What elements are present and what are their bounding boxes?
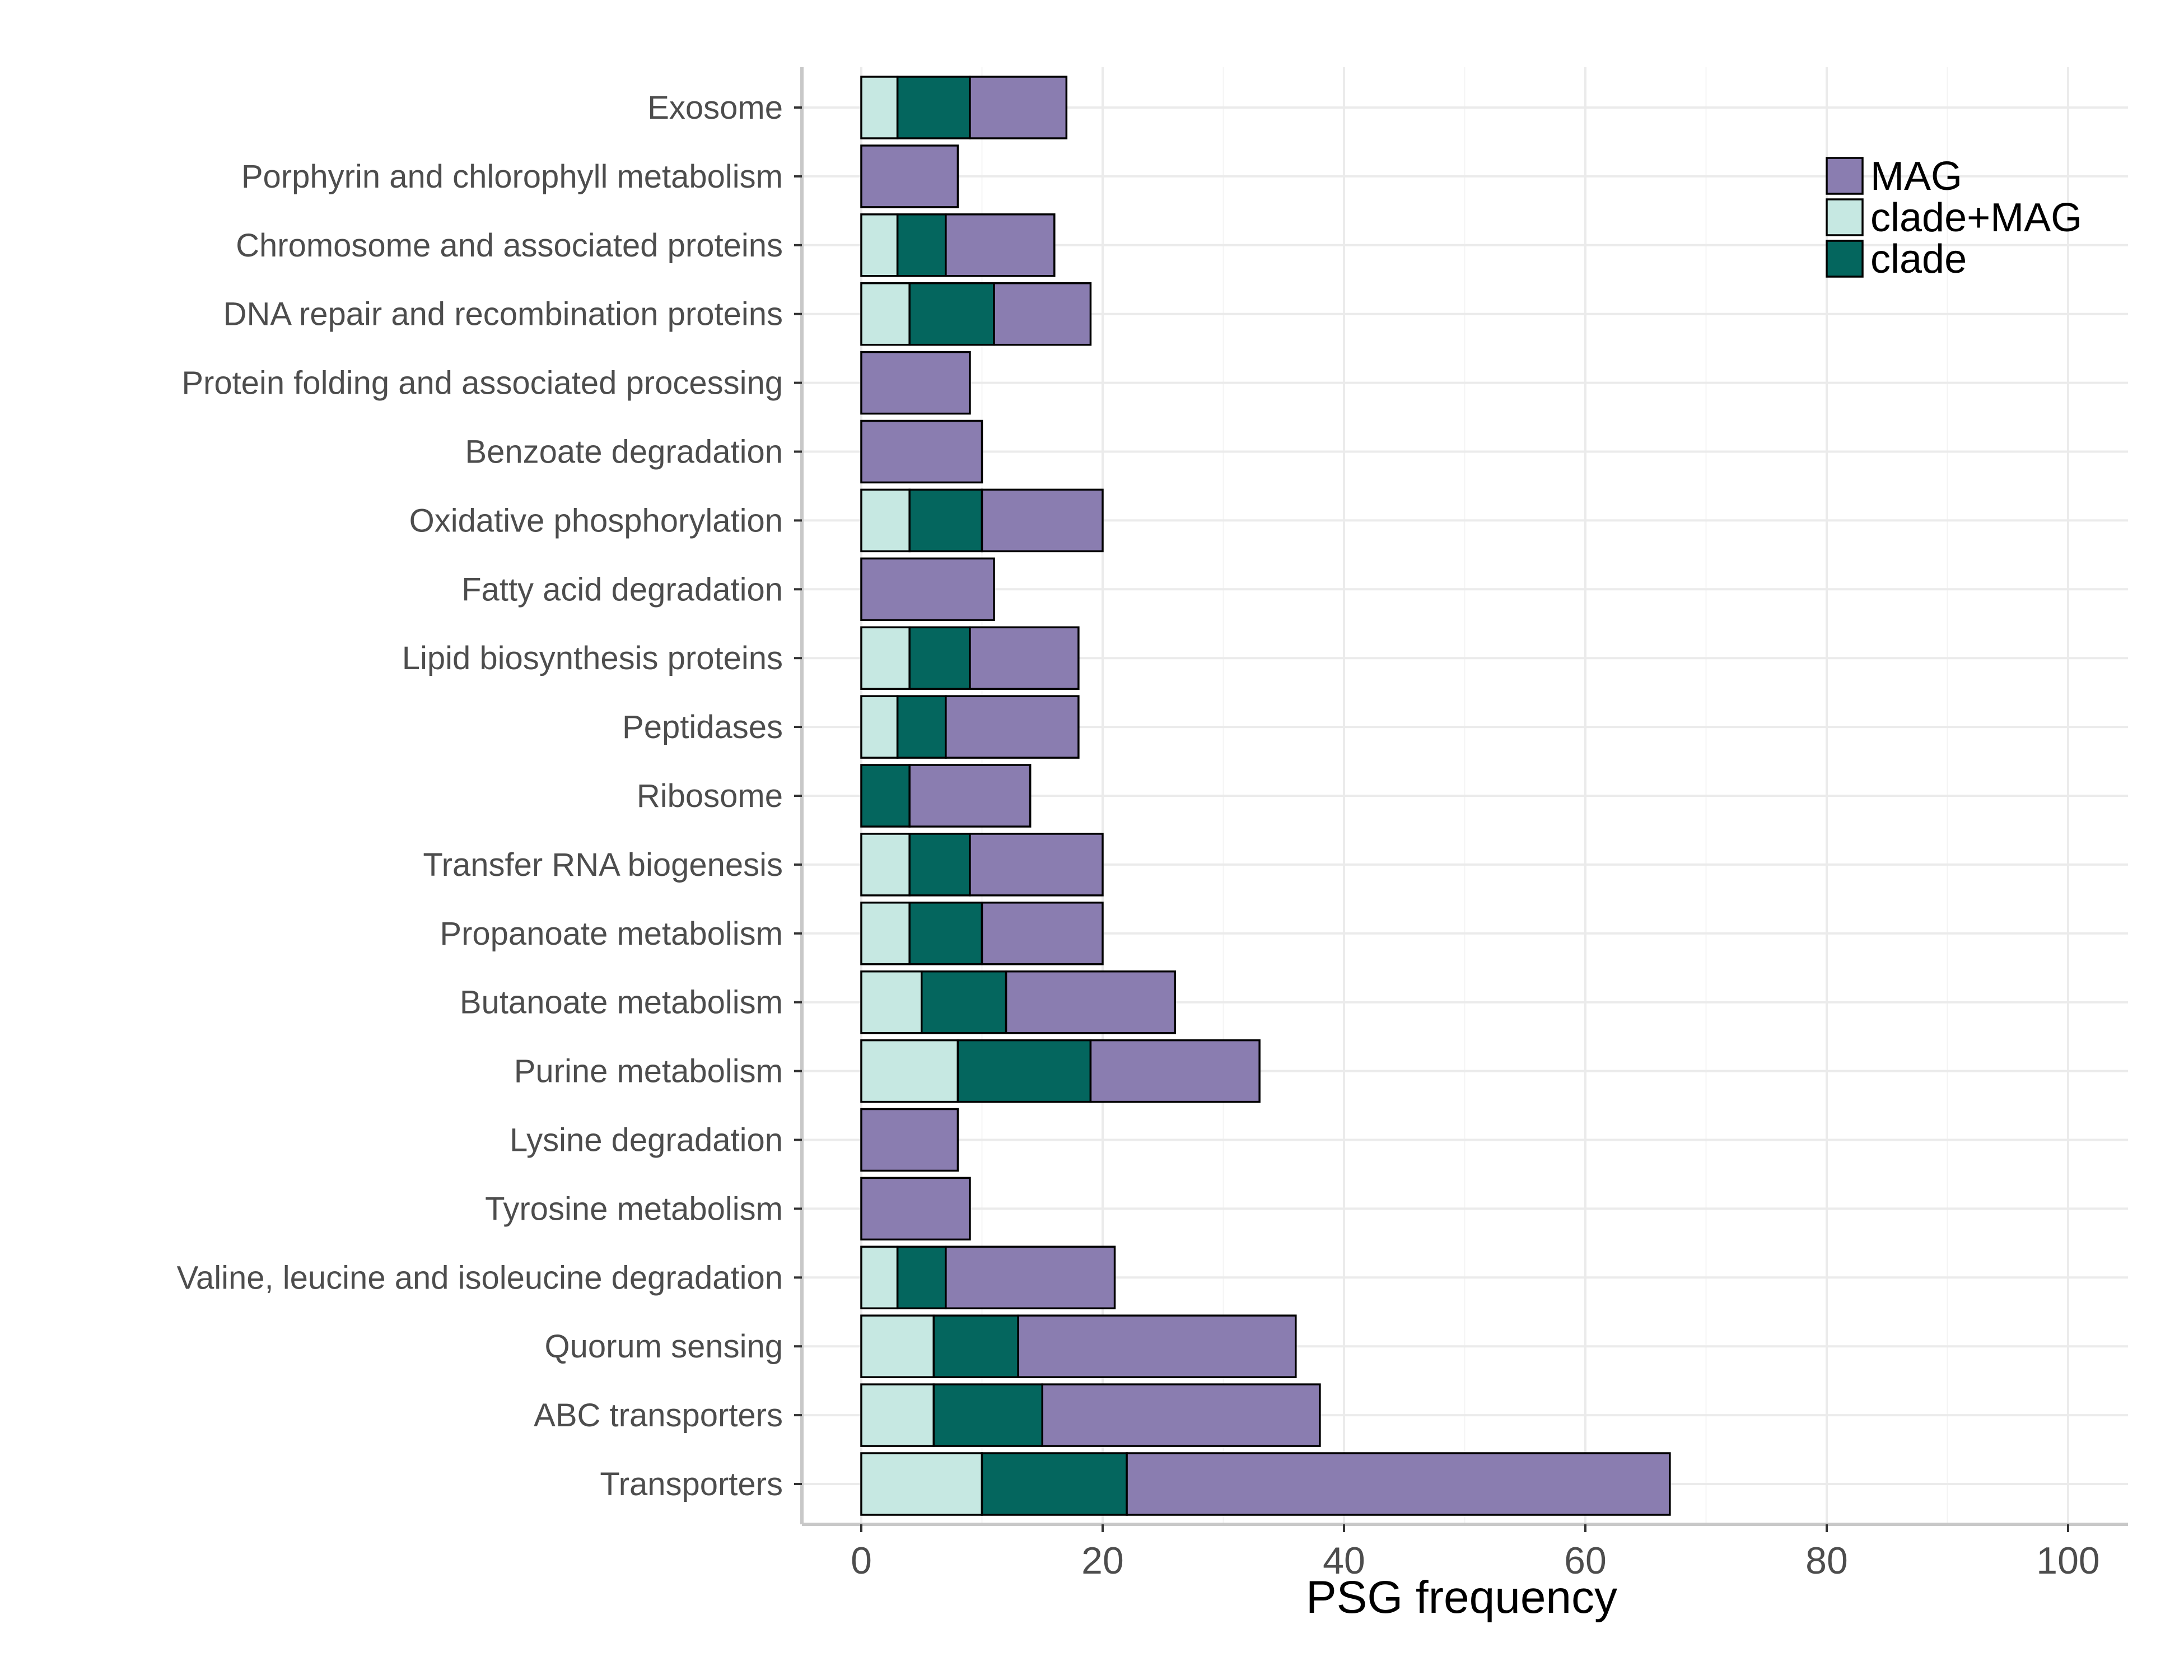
- x-tick-label-40: 40: [1323, 1539, 1365, 1582]
- bar-abc-transporters-clade-mag: [860, 1383, 935, 1447]
- bar-transfer-rna-biogenesis-clade: [908, 833, 971, 897]
- category-label-dna-repair-and-recombination-proteins: DNA repair and recombination proteins: [223, 296, 783, 333]
- category-label-transporters: Transporters: [600, 1466, 783, 1502]
- category-label-transfer-rna-biogenesis: Transfer RNA biogenesis: [423, 847, 783, 883]
- category-label-lipid-biosynthesis-proteins: Lipid biosynthesis proteins: [402, 640, 783, 676]
- category-label-oxidative-phosphorylation: Oxidative phosphorylation: [409, 502, 783, 539]
- category-label-lysine-degradation: Lysine degradation: [510, 1122, 783, 1159]
- x-axis-title: PSG frequency: [1306, 1572, 1617, 1623]
- bar-dna-repair-and-recombination-proteins-mag: [993, 282, 1092, 346]
- bar-butanoate-metabolism-mag: [1005, 970, 1177, 1034]
- category-label-fatty-acid-degradation: Fatty acid degradation: [461, 571, 783, 608]
- bar-transfer-rna-biogenesis-mag: [969, 833, 1104, 897]
- bar-purine-metabolism-mag: [1089, 1039, 1261, 1103]
- bar-chromosome-and-associated-proteins-clade: [896, 213, 947, 277]
- category-labels: Exosome Porphyrin and chlorophyll metabol…: [177, 90, 783, 1502]
- x-tick-label-20: 20: [1081, 1539, 1124, 1582]
- bar-porphyrin-and-chlorophyll-metabolism-mag: [860, 144, 959, 208]
- bar-valine-leucine-and-isoleucine-degradation-clade: [896, 1245, 947, 1310]
- bar-lysine-degradation-mag: [860, 1108, 959, 1172]
- bar-transporters-clade-mag: [860, 1452, 983, 1516]
- legend-label-clade-mag: clade+MAG: [1870, 195, 2082, 240]
- category-label-porphyrin-and-chlorophyll-metabolism: Porphyrin and chlorophyll metabolism: [241, 158, 783, 195]
- bar-quorum-sensing-mag: [1017, 1314, 1297, 1378]
- bar-purine-metabolism-clade: [956, 1039, 1092, 1103]
- bar-oxidative-phosphorylation-mag: [981, 488, 1104, 553]
- bar-oxidative-phosphorylation-clade: [908, 488, 983, 553]
- category-label-benzoate-degradation: Benzoate degradation: [465, 434, 783, 470]
- bar-valine-leucine-and-isoleucine-degradation-mag: [945, 1245, 1116, 1310]
- category-label-propanoate-metabolism: Propanoate metabolism: [440, 916, 783, 952]
- bar-dna-repair-and-recombination-proteins-clade: [908, 282, 995, 346]
- axes: [794, 67, 2128, 1532]
- category-label-tyrosine-metabolism: Tyrosine metabolism: [485, 1191, 783, 1227]
- bar-propanoate-metabolism-clade-mag: [860, 902, 911, 965]
- bar-valine-leucine-and-isoleucine-degradation-clade-mag: [860, 1245, 899, 1310]
- bar-ribosome-mag: [908, 764, 1032, 828]
- bar-protein-folding-and-associated-processing-mag: [860, 351, 971, 415]
- bar-butanoate-metabolism-clade: [921, 970, 1007, 1034]
- bar-peptidases-clade: [896, 695, 947, 759]
- legend-swatch-clade-mag: [1826, 198, 1864, 236]
- category-label-exosome: Exosome: [647, 90, 783, 126]
- bar-lipid-biosynthesis-proteins-clade: [908, 626, 971, 690]
- category-label-abc-transporters: ABC transporters: [534, 1397, 783, 1434]
- category-label-chromosome-and-associated-proteins: Chromosome and associated proteins: [236, 227, 783, 264]
- bar-chromosome-and-associated-proteins-clade-mag: [860, 213, 899, 277]
- bar-peptidases-mag: [945, 695, 1080, 759]
- category-label-ribosome: Ribosome: [637, 778, 783, 814]
- category-label-purine-metabolism: Purine metabolism: [514, 1053, 783, 1090]
- bar-fatty-acid-degradation-mag: [860, 557, 995, 622]
- bar-purine-metabolism-clade-mag: [860, 1039, 959, 1103]
- category-label-quorum-sensing: Quorum sensing: [544, 1328, 783, 1365]
- bar-quorum-sensing-clade: [932, 1314, 1019, 1378]
- bar-chromosome-and-associated-proteins-mag: [945, 213, 1056, 277]
- bar-abc-transporters-mag: [1041, 1383, 1321, 1447]
- x-tick-label-0: 0: [851, 1539, 872, 1582]
- bar-exosome-mag: [969, 76, 1068, 139]
- legend-label-clade: clade: [1870, 237, 1967, 282]
- bar-dna-repair-and-recombination-proteins-clade-mag: [860, 282, 911, 346]
- x-tick-label-100: 100: [2036, 1539, 2099, 1582]
- bar-transporters-mag: [1126, 1452, 1671, 1516]
- bar-exosome-clade-mag: [860, 76, 899, 139]
- bar-lipid-biosynthesis-proteins-clade-mag: [860, 626, 911, 690]
- category-label-butanoate-metabolism: Butanoate metabolism: [460, 984, 783, 1021]
- x-tick-labels: 0 20 40 60 80 100: [851, 1539, 2100, 1582]
- bar-tyrosine-metabolism-mag: [860, 1177, 971, 1241]
- category-label-peptidases: Peptidases: [622, 709, 783, 745]
- bar-oxidative-phosphorylation-clade-mag: [860, 488, 911, 553]
- bar-propanoate-metabolism-clade: [908, 902, 983, 965]
- bar-peptidases-clade-mag: [860, 695, 899, 759]
- legend-swatch-mag: [1826, 157, 1864, 195]
- bars: [860, 76, 1671, 1516]
- bar-quorum-sensing-clade-mag: [860, 1314, 935, 1378]
- bar-abc-transporters-clade: [932, 1383, 1044, 1447]
- x-tick-label-80: 80: [1805, 1539, 1848, 1582]
- category-label-protein-folding-and-associated-processing: Protein folding and associated processin…: [181, 365, 783, 402]
- bar-transporters-clade: [981, 1452, 1128, 1516]
- legend-label-mag: MAG: [1870, 154, 1962, 199]
- bar-butanoate-metabolism-clade-mag: [860, 970, 923, 1034]
- bar-lipid-biosynthesis-proteins-mag: [969, 626, 1080, 690]
- bar-propanoate-metabolism-mag: [981, 902, 1104, 965]
- x-tick-label-60: 60: [1564, 1539, 1607, 1582]
- legend-swatch-clade: [1826, 240, 1864, 278]
- grid: [802, 67, 2128, 1524]
- bar-transfer-rna-biogenesis-clade-mag: [860, 833, 911, 897]
- bar-exosome-clade: [896, 76, 971, 139]
- bar-ribosome-clade: [860, 764, 911, 828]
- bar-benzoate-degradation-mag: [860, 419, 983, 484]
- category-label-valine-leucine-and-isoleucine-degradation: Valine, leucine and isoleucine degradati…: [177, 1259, 783, 1296]
